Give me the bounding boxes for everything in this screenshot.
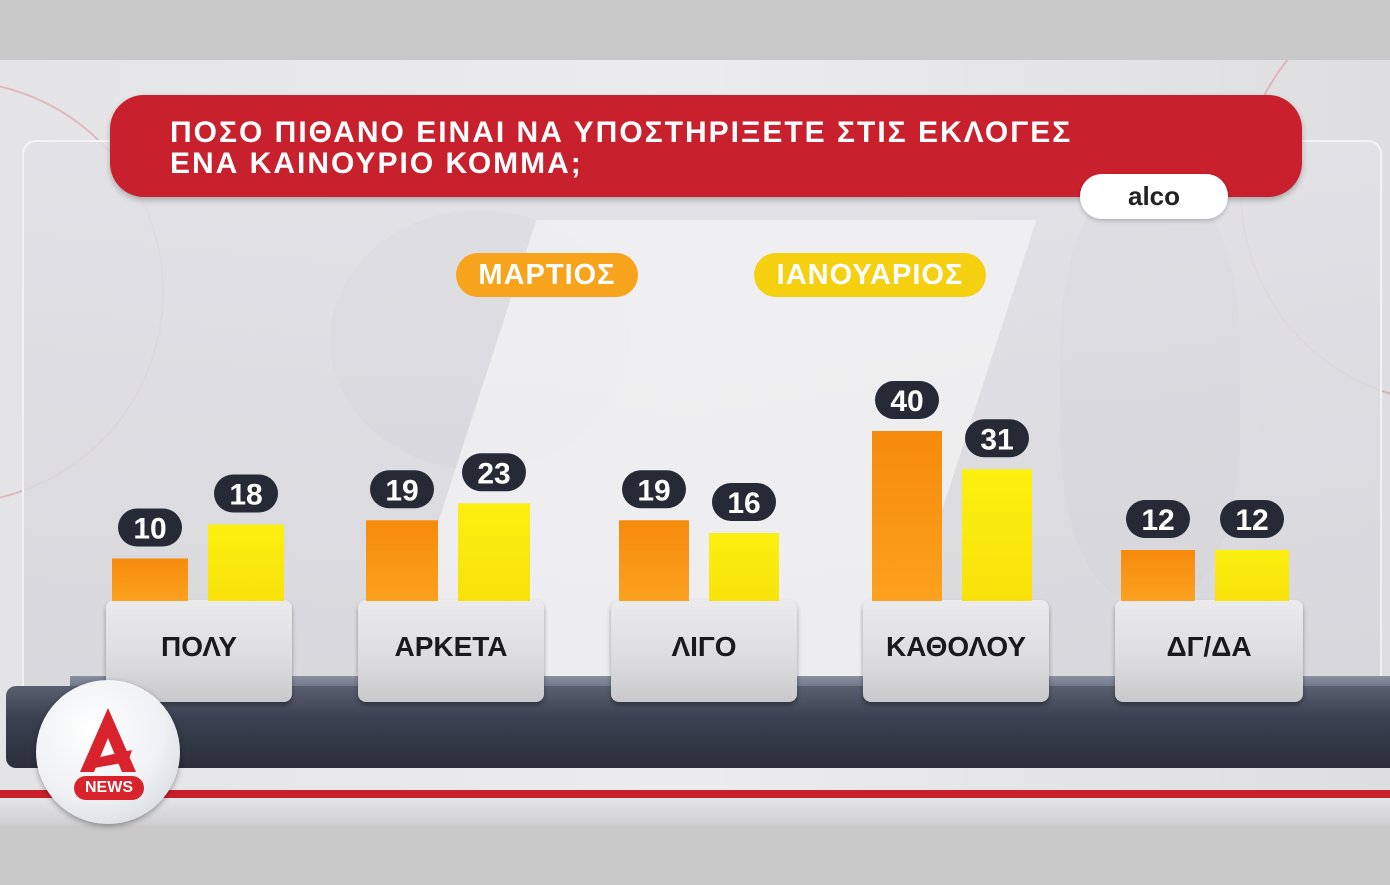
value-label: 40 (890, 385, 923, 418)
value-label-bg (965, 419, 1029, 458)
alpha-news-logo-icon: NEWS (36, 680, 180, 824)
value-label: 12 (1235, 504, 1268, 537)
category-label: ΛΙΓΟ (611, 600, 797, 702)
bar-march (366, 520, 438, 601)
value-label-bg (214, 474, 278, 513)
category-label: ΚΑΘΟΛΟΥ (863, 600, 1049, 702)
value-label-bg (622, 470, 686, 509)
bar-march (619, 520, 689, 601)
bar-january (709, 533, 779, 601)
value-label: 18 (229, 479, 262, 512)
category-label: ΑΡΚΕΤΑ (358, 600, 544, 702)
bar-january (458, 503, 530, 601)
bar-january (208, 524, 284, 601)
value-label: 19 (385, 474, 418, 507)
value-label-bg (875, 381, 939, 419)
bottom-bar (0, 798, 1390, 825)
bar-march (1121, 550, 1195, 601)
legend-item-march: ΜΑΡΤΙΟΣ (456, 253, 638, 297)
legend-item-january: ΙΑΝΟΥΑΡΙΟΣ (754, 253, 986, 297)
value-label: 23 (477, 457, 510, 490)
chart-title: ΠΟΣΟ ΠΙΘΑΝΟ ΕΙΝΑΙ ΝΑ ΥΠΟΣΤΗΡΙΞΕΤΕ ΣΤΙΣ Ε… (170, 116, 1073, 180)
bar-january (962, 469, 1032, 601)
value-label-bg (462, 453, 526, 492)
value-label-bg (1220, 500, 1284, 538)
source-badge: alco (1080, 174, 1228, 219)
logo-news-label: NEWS (74, 776, 144, 800)
value-label-bg (118, 508, 182, 547)
bar-march (872, 431, 942, 601)
value-label-bg (712, 483, 776, 521)
bar-march (112, 558, 188, 601)
value-label: 19 (637, 474, 670, 507)
category-label: ΔΓ/ΔΑ (1115, 600, 1303, 702)
bottom-stripe (0, 790, 1390, 798)
value-label: 10 (133, 513, 166, 546)
bar-january (1215, 550, 1289, 601)
value-label-bg (1126, 500, 1190, 538)
value-label: 12 (1141, 504, 1174, 537)
value-label: 16 (727, 487, 760, 520)
category-label: ΠΟΛΥ (106, 600, 292, 702)
value-label: 31 (980, 423, 1013, 456)
value-label-bg (370, 470, 434, 509)
alpha-logo-icon (80, 708, 136, 772)
